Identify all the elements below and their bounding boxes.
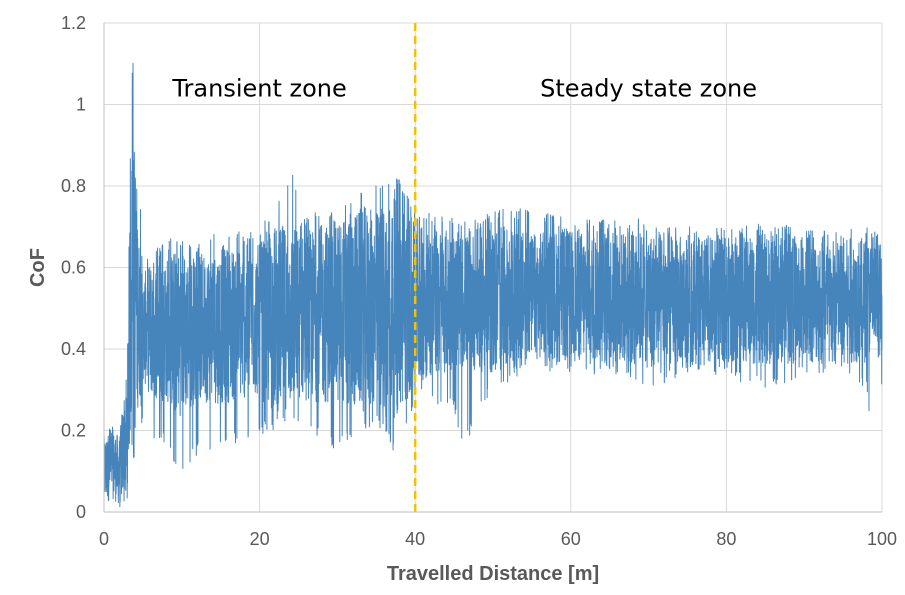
y-tick-label: 0.2: [61, 421, 86, 441]
x-axis-title: Travelled Distance [m]: [387, 563, 599, 585]
y-tick-label: 1.2: [61, 13, 86, 33]
x-tick-label: 20: [250, 529, 270, 549]
y-tick-label: 0.8: [61, 176, 86, 196]
x-tick-label: 0: [99, 529, 109, 549]
y-tick-label: 1: [76, 95, 86, 115]
zone-label: Steady state zone: [540, 74, 757, 102]
x-tick-label: 80: [716, 529, 736, 549]
y-tick-label: 0: [76, 502, 86, 522]
x-tick-label: 40: [405, 529, 425, 549]
series-cof: [103, 62, 883, 508]
cof-series-line: [103, 62, 883, 508]
y-tick-label: 0.6: [61, 258, 86, 278]
y-axis-title: CoF: [27, 248, 49, 287]
x-tick-label: 100: [867, 529, 897, 549]
y-tick-label: 0.4: [61, 339, 86, 359]
x-tick-label: 60: [561, 529, 581, 549]
axes: [103, 23, 882, 513]
tick-labels: 0 0.2 0.4 0.6 0.8 1 1.2 0 20 40 60 80 100: [61, 13, 897, 549]
zone-label: Transient zone: [171, 74, 346, 102]
annotations: Transient zone Steady state zone: [171, 74, 757, 102]
